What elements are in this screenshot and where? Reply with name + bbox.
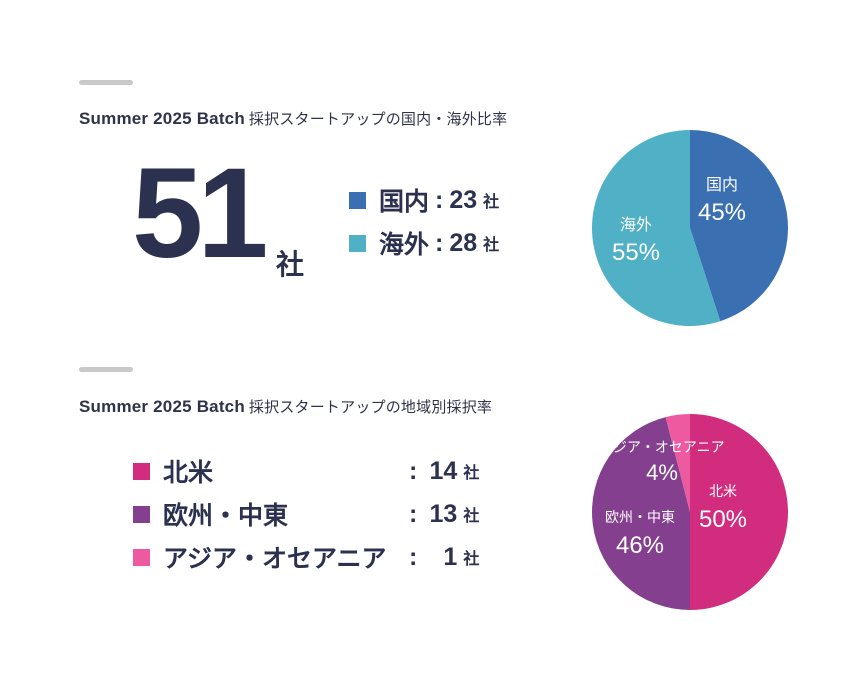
legend-label: 欧州・中東 — [163, 502, 289, 530]
legend-swatch — [133, 505, 150, 523]
pie-slice-label: 北米 — [709, 483, 737, 499]
pie-slice-percent: 4% — [646, 460, 678, 485]
pie-slice — [592, 130, 721, 326]
region-pie-chart: 北米 50% 欧州・中東 46% アジア・オセアニア 4% — [592, 414, 788, 610]
legend-swatch — [133, 548, 150, 566]
legend-swatch — [349, 191, 366, 209]
legend-label: アジア・オセアニア — [163, 545, 387, 573]
total-unit: 社 — [276, 249, 305, 280]
legend-north-america: 北米 : 14 社 — [133, 453, 479, 489]
legend-colon: : — [409, 542, 418, 571]
legend-unit: 社 — [463, 551, 480, 568]
legend-label: 海外 — [379, 231, 430, 259]
legend-label: 国内 — [379, 188, 430, 216]
pie-slice-label: アジア・オセアニア — [599, 439, 724, 455]
legend-unit: 社 — [483, 194, 500, 211]
section2-title: Summer 2025 Batch 採択スタートアップの地域別採択率 — [79, 396, 492, 417]
domestic-overseas-pie-chart: 国内 45% 海外 55% — [592, 130, 788, 326]
pie-slice-percent: 55% — [612, 239, 660, 266]
legend-asia-oceania: アジア・オセアニア : 1 社 — [133, 539, 479, 575]
section1-divider — [79, 80, 133, 85]
legend-colon: : — [409, 499, 418, 528]
legend-unit: 社 — [463, 465, 480, 482]
section1-title-jp: 採択スタートアップの国内・海外比率 — [248, 111, 508, 128]
legend-swatch — [133, 462, 150, 480]
legend-label: 北米 — [163, 459, 214, 487]
section2-title-jp: 採択スタートアップの地域別採択率 — [248, 399, 493, 416]
legend-unit: 社 — [483, 237, 500, 254]
pie-slice — [690, 414, 788, 610]
section1-title-en: Summer 2025 Batch — [79, 109, 245, 128]
legend-value: 23 — [449, 185, 478, 214]
pie-slice — [690, 130, 788, 322]
pie-slice-label: 欧州・中東 — [605, 509, 675, 525]
pie-slice-percent: 45% — [698, 199, 746, 226]
legend-domestic: 国内 : 23 社 — [349, 182, 499, 218]
legend-value: 28 — [449, 228, 478, 257]
section2-title-en: Summer 2025 Batch — [79, 397, 245, 416]
section1-title: Summer 2025 Batch 採択スタートアップの国内・海外比率 — [79, 108, 507, 129]
legend-colon: : — [435, 228, 444, 257]
legend-colon: : — [435, 185, 444, 214]
legend-overseas: 海外 : 28 社 — [349, 225, 499, 261]
total-count: 51 — [132, 142, 268, 285]
legend-value: 14 — [429, 456, 458, 485]
pie-slice — [665, 414, 690, 512]
pie-slice — [592, 417, 690, 610]
legend-europe-middle-east: 欧州・中東 : 13 社 — [133, 496, 479, 532]
legend-value: 1 — [443, 542, 458, 571]
pie-slice-label: 海外 — [620, 216, 652, 234]
legend-colon: : — [409, 456, 418, 485]
pie-slice-percent: 46% — [616, 532, 664, 559]
pie-slice-label: 国内 — [706, 176, 738, 194]
legend-value: 13 — [429, 499, 458, 528]
legend-unit: 社 — [463, 508, 480, 525]
section2-divider — [79, 367, 133, 372]
pie-slice-percent: 50% — [699, 506, 747, 533]
legend-swatch — [349, 234, 366, 252]
